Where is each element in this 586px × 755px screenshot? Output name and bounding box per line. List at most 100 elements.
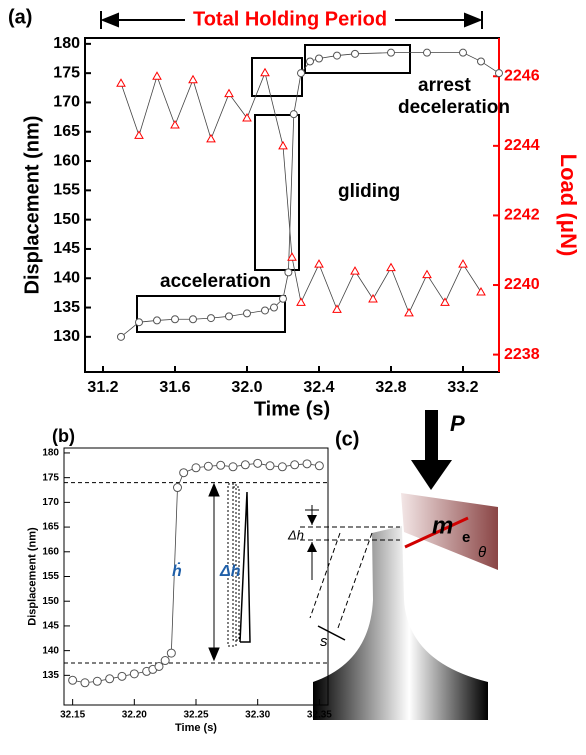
marker [191, 463, 201, 473]
marker [129, 669, 139, 679]
marker [171, 315, 179, 324]
marker [117, 332, 125, 341]
marker [287, 252, 297, 261]
marker [216, 460, 226, 470]
marker [228, 462, 238, 472]
marker [203, 461, 213, 471]
y2-tick-label: 2244 [504, 137, 540, 154]
marker [423, 48, 431, 57]
force-label: P [450, 411, 465, 436]
marker [160, 656, 170, 666]
force-shaft [425, 410, 438, 462]
marker [92, 676, 102, 686]
angle-label: θ [478, 544, 486, 561]
y-tick-label: 135 [42, 670, 59, 681]
arrow-head [307, 515, 317, 525]
marker [172, 483, 182, 493]
y-tick-label: 130 [53, 328, 80, 345]
marker [134, 130, 144, 139]
y-axis-label: Displacement (nm) [26, 527, 38, 626]
y-tick-label: 150 [42, 596, 59, 607]
y-tick-label: 150 [53, 211, 80, 228]
marker [224, 88, 234, 98]
x-tick-label: 32.15 [60, 710, 85, 721]
y-tick-label: 135 [53, 299, 80, 316]
force-head [411, 460, 452, 490]
marker [135, 318, 143, 327]
marker [105, 674, 115, 684]
marker [225, 312, 233, 321]
x-axis-label: Time (s) [175, 722, 217, 734]
marker [270, 303, 278, 312]
marker [261, 306, 269, 315]
rate-triangle [239, 491, 251, 643]
panel-label: (c) [335, 428, 359, 450]
marker [153, 316, 161, 325]
y-tick-label: 170 [53, 94, 80, 111]
x-tick-label: 33.2 [447, 379, 478, 396]
annotation: Δh [219, 563, 241, 580]
x-tick-label: 32.30 [245, 710, 270, 721]
x-tick-label: 32.20 [122, 710, 147, 721]
x-tick-label: 32.8 [375, 379, 406, 396]
marker [240, 460, 250, 470]
marker [189, 315, 197, 324]
dimension-lines [300, 505, 400, 641]
y2-tick-label: 2242 [504, 207, 540, 224]
annotation: ḣ [172, 561, 182, 580]
marker [350, 266, 360, 275]
deceleration-box [251, 57, 303, 97]
x-tick-label: 32.0 [231, 379, 262, 396]
marker [477, 57, 485, 66]
plot-frame [63, 447, 329, 706]
y2-tick-label: 2246 [504, 67, 540, 84]
marker [242, 113, 252, 122]
marker [476, 286, 486, 296]
marker [404, 307, 414, 317]
y-tick-label: 165 [42, 522, 59, 533]
mass-subscript: e [462, 529, 470, 546]
marker [495, 69, 503, 78]
x-tick-label: 32.25 [183, 710, 208, 721]
y-tick-label: 145 [53, 240, 80, 257]
wedge [401, 493, 498, 570]
marker [297, 69, 305, 78]
annotation: acceleration [160, 271, 271, 292]
marker [117, 671, 127, 681]
marker [68, 675, 78, 685]
marker [458, 259, 468, 268]
marker [80, 678, 90, 688]
y2-axis-label: Load (μN) [556, 154, 581, 257]
y-tick-label: 175 [53, 64, 80, 81]
marker [289, 110, 298, 119]
series-line [120, 71, 482, 314]
x-tick-label: 31.6 [159, 379, 190, 396]
y-tick-label: 170 [42, 497, 59, 508]
series-line [72, 462, 320, 684]
marker [296, 297, 306, 306]
x-tick-label: 32.4 [303, 379, 334, 396]
y-tick-label: 140 [53, 269, 80, 286]
arrow-head [464, 12, 483, 28]
marker [188, 74, 198, 84]
marker [206, 133, 216, 143]
marker [440, 297, 450, 306]
marker [179, 468, 189, 478]
marker [207, 314, 215, 323]
annotation: gliding [338, 181, 400, 202]
gliding-box [254, 114, 300, 271]
annotation: (a) [8, 6, 32, 28]
y-tick-label: 155 [42, 571, 59, 582]
dotted-box [232, 486, 240, 641]
y-tick-label: 180 [42, 448, 59, 459]
pillar [313, 526, 488, 720]
marker [306, 57, 314, 66]
arrow-head [307, 542, 317, 552]
marker [302, 459, 312, 469]
panel-a-layout [100, 11, 483, 333]
annotation: arrest [418, 75, 471, 96]
marker [315, 54, 323, 63]
marker [314, 461, 324, 471]
acceleration-box [136, 295, 286, 333]
